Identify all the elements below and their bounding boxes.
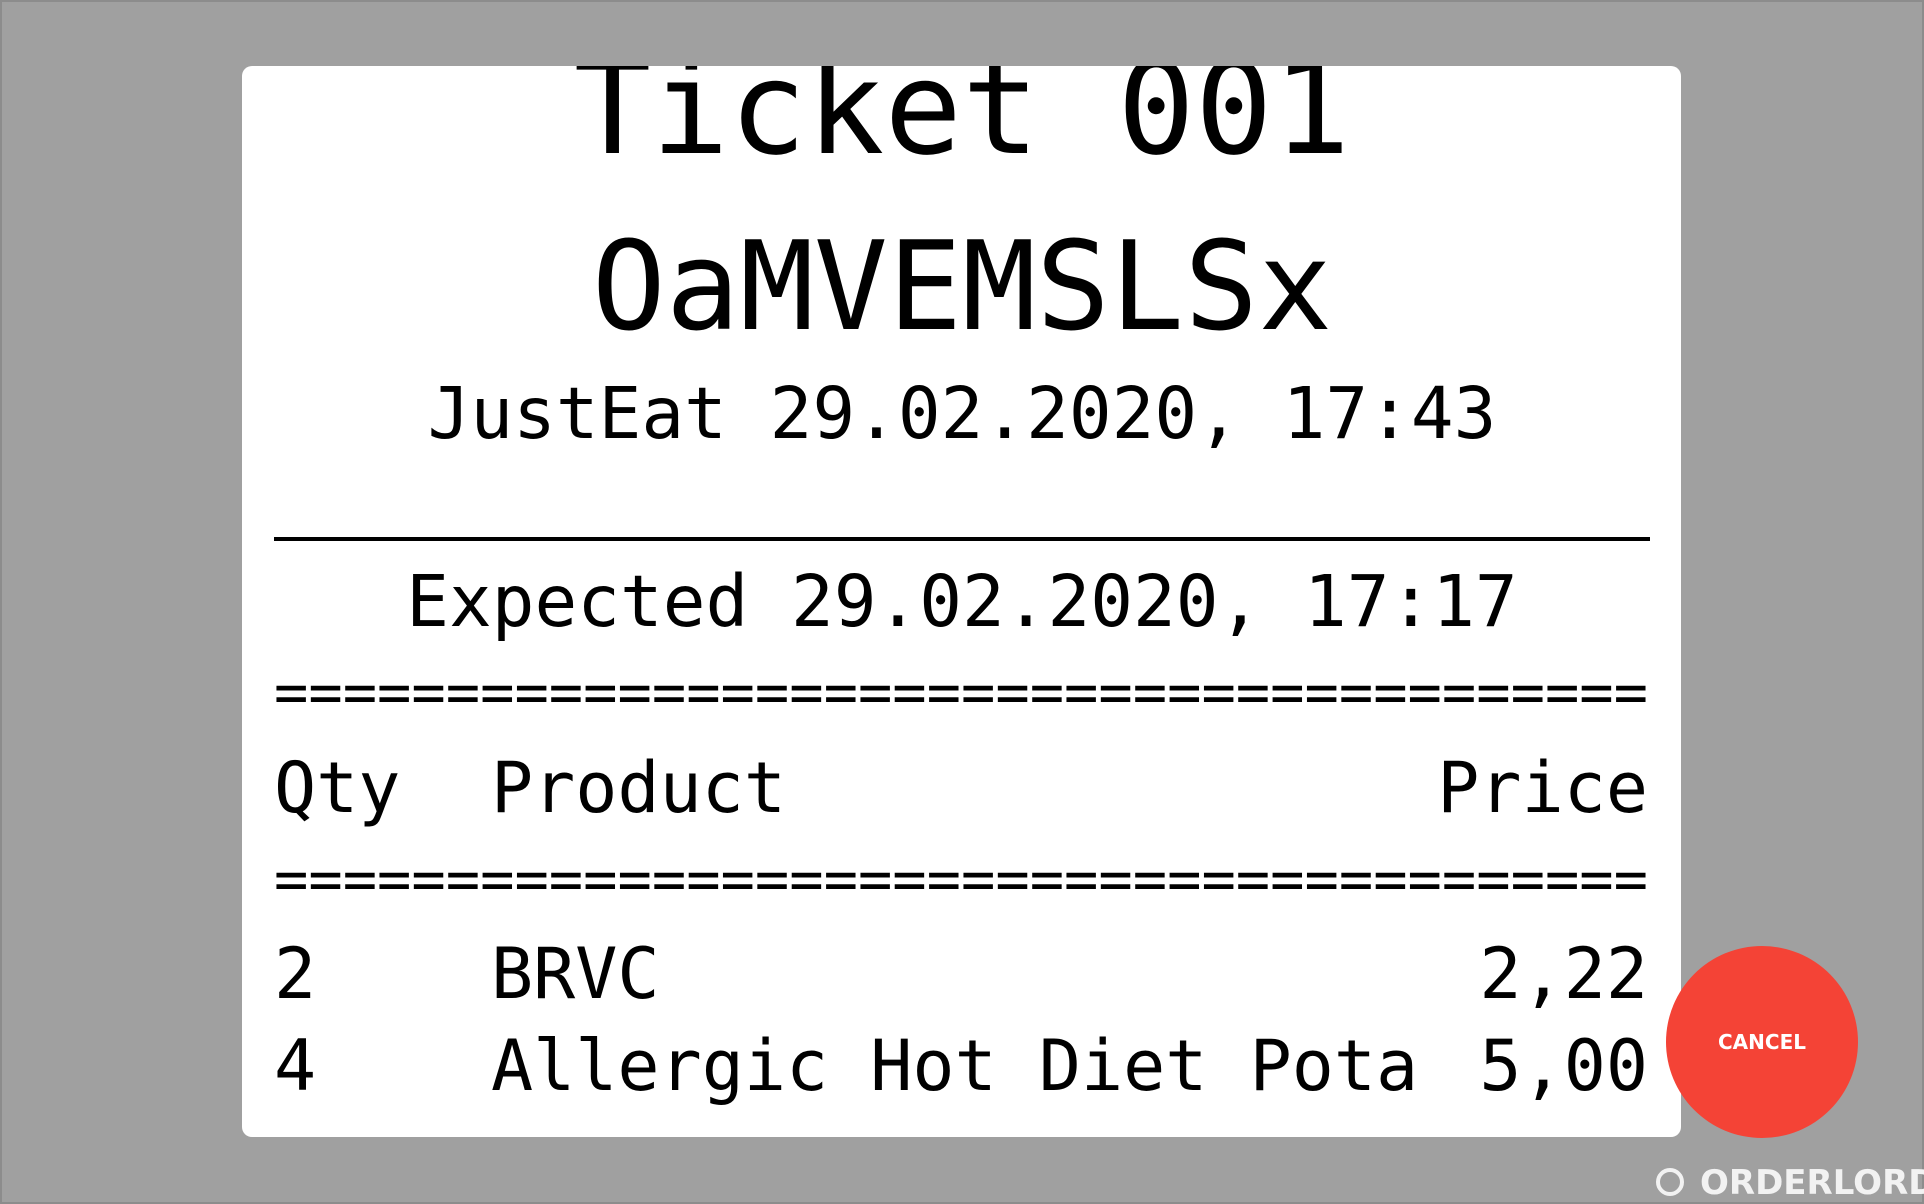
logo: ORDERLORD xyxy=(1656,1163,1924,1203)
row-qty: 4 xyxy=(274,1025,316,1107)
cancel-circle[interactable] xyxy=(1666,946,1858,1138)
header-qty: Qty xyxy=(274,747,400,829)
header-price: Price xyxy=(1437,747,1648,829)
ticket-content: Ticket 001 OaMVEMSLSx JustEat 29.02.2020… xyxy=(274,34,1650,1107)
row-price: 5,00 xyxy=(1479,1025,1648,1107)
logo-text: ORDERLORD xyxy=(1700,1163,1924,1203)
header-product: Product xyxy=(491,747,786,829)
row-qty: 2 xyxy=(274,933,316,1015)
row-price: 2,22 xyxy=(1479,933,1648,1015)
row-product: Allergic Hot Diet Pota xyxy=(491,1025,1418,1107)
logo-icon xyxy=(1656,1168,1684,1196)
cancel-button[interactable]: CANCEL xyxy=(1666,946,1858,1138)
ticket-code: OaMVEMSLSx xyxy=(592,216,1333,359)
separator: ======================================== xyxy=(274,847,1648,913)
cancel-label[interactable]: CANCEL xyxy=(1718,1030,1806,1054)
divider xyxy=(274,537,1650,541)
separator: ======================================== xyxy=(274,660,1648,726)
ticket-source: JustEat 29.02.2020, 17:43 xyxy=(428,372,1497,455)
ticket-title: Ticket 001 xyxy=(574,34,1351,184)
row-product: BRVC xyxy=(491,933,660,1015)
ticket-expected: Expected 29.02.2020, 17:17 xyxy=(406,560,1517,643)
ticket-card xyxy=(242,66,1681,1137)
